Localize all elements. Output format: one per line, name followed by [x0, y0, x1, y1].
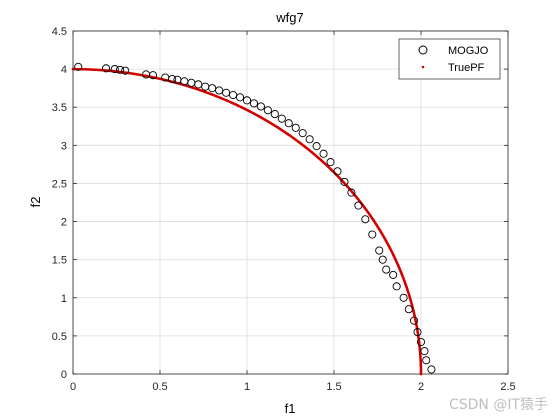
mogjo-point: [368, 230, 377, 239]
mogjo-point: [208, 84, 217, 93]
x-axis-label: f1: [285, 401, 296, 416]
mogjo-point: [298, 129, 307, 138]
y-tick-label: 4: [61, 64, 67, 76]
mogjo-point: [222, 88, 231, 97]
x-tick-label: 1.5: [326, 381, 341, 393]
mogjo-point: [256, 102, 265, 111]
mogjo-point: [194, 80, 203, 89]
mogjo-point: [284, 119, 293, 128]
mogjo-point: [305, 135, 314, 144]
chart-title: wfg7: [275, 10, 303, 25]
legend-box: [398, 38, 501, 80]
y-tick-label: 1: [61, 293, 67, 305]
mogjo-point: [102, 64, 111, 73]
mogjo-point: [399, 293, 408, 302]
mogjo-point: [291, 123, 300, 132]
mogjo-point: [427, 365, 436, 374]
mogjo-point: [354, 201, 363, 210]
mogjo-point: [229, 90, 238, 100]
mogjo-point: [326, 158, 335, 167]
legend-label-mogjo: MOGJO: [448, 45, 489, 57]
mogjo-point: [270, 110, 279, 119]
y-tick-label: 0: [61, 369, 67, 381]
mogjo-point: [235, 93, 245, 102]
truepf-point: [419, 372, 423, 376]
mogjo-point: [382, 265, 391, 274]
mogjo-point: [392, 282, 401, 291]
mogjo-point: [249, 99, 259, 108]
mogjo-point: [404, 305, 413, 314]
y-tick-label: 0.5: [52, 331, 67, 343]
mogjo-point: [277, 114, 286, 123]
plot-frame: [72, 30, 509, 375]
mogjo-point: [115, 65, 125, 74]
legend-label-truepf: TruePF: [448, 62, 485, 74]
series-mogjo: [74, 62, 436, 374]
mogjo-point: [347, 188, 356, 197]
mogjo-point: [121, 66, 130, 75]
mogjo-point: [413, 328, 422, 337]
mogjo-point: [148, 71, 158, 80]
mogjo-point: [420, 347, 429, 356]
mogjo-point: [110, 65, 119, 74]
mogjo-point: [389, 270, 398, 279]
legend-marker-truepf: [421, 65, 425, 69]
y-tick-label: 1.5: [52, 255, 67, 267]
x-tick-label: 0: [70, 381, 76, 393]
y-axis-label: f2: [28, 197, 43, 208]
mogjo-point: [409, 316, 419, 325]
axis-ticks: 0 0.5 1 1.5 2 2.5 0 0.5 1 1.5 2 2.5 3 3.5 4 4.5: [52, 26, 516, 393]
mogjo-point: [333, 167, 342, 176]
legend-marker-mogjo: [418, 45, 428, 55]
x-tick-label: 2.5: [500, 381, 515, 393]
x-tick-label: 1: [244, 381, 250, 393]
mogjo-point: [361, 215, 370, 224]
watermark: CSDN @IT猿手: [448, 397, 548, 413]
mogjo-point: [378, 255, 387, 264]
mogjo-point: [312, 142, 321, 151]
y-tick-label: 4.5: [52, 26, 67, 38]
mogjo-point: [340, 177, 349, 186]
series-truepf: [71, 67, 423, 376]
legend: MOGJO TruePF: [398, 38, 501, 80]
mogjo-point: [74, 62, 83, 71]
mogjo-point: [422, 356, 431, 365]
y-tick-label: 2: [61, 217, 67, 229]
x-tick-label: 2: [418, 381, 424, 393]
mogjo-point: [416, 337, 426, 347]
mogjo-point: [319, 149, 328, 158]
mogjo-point: [215, 86, 224, 95]
x-tick-label: 0.5: [152, 381, 167, 393]
mogjo-point: [375, 246, 384, 255]
y-tick-label: 3.5: [52, 102, 67, 114]
y-tick-label: 3: [61, 140, 67, 152]
y-tick-label: 2.5: [52, 178, 67, 190]
mogjo-point: [242, 96, 252, 105]
mogjo-point: [168, 74, 177, 84]
plot-area: [73, 31, 508, 374]
mogjo-point: [263, 106, 272, 115]
